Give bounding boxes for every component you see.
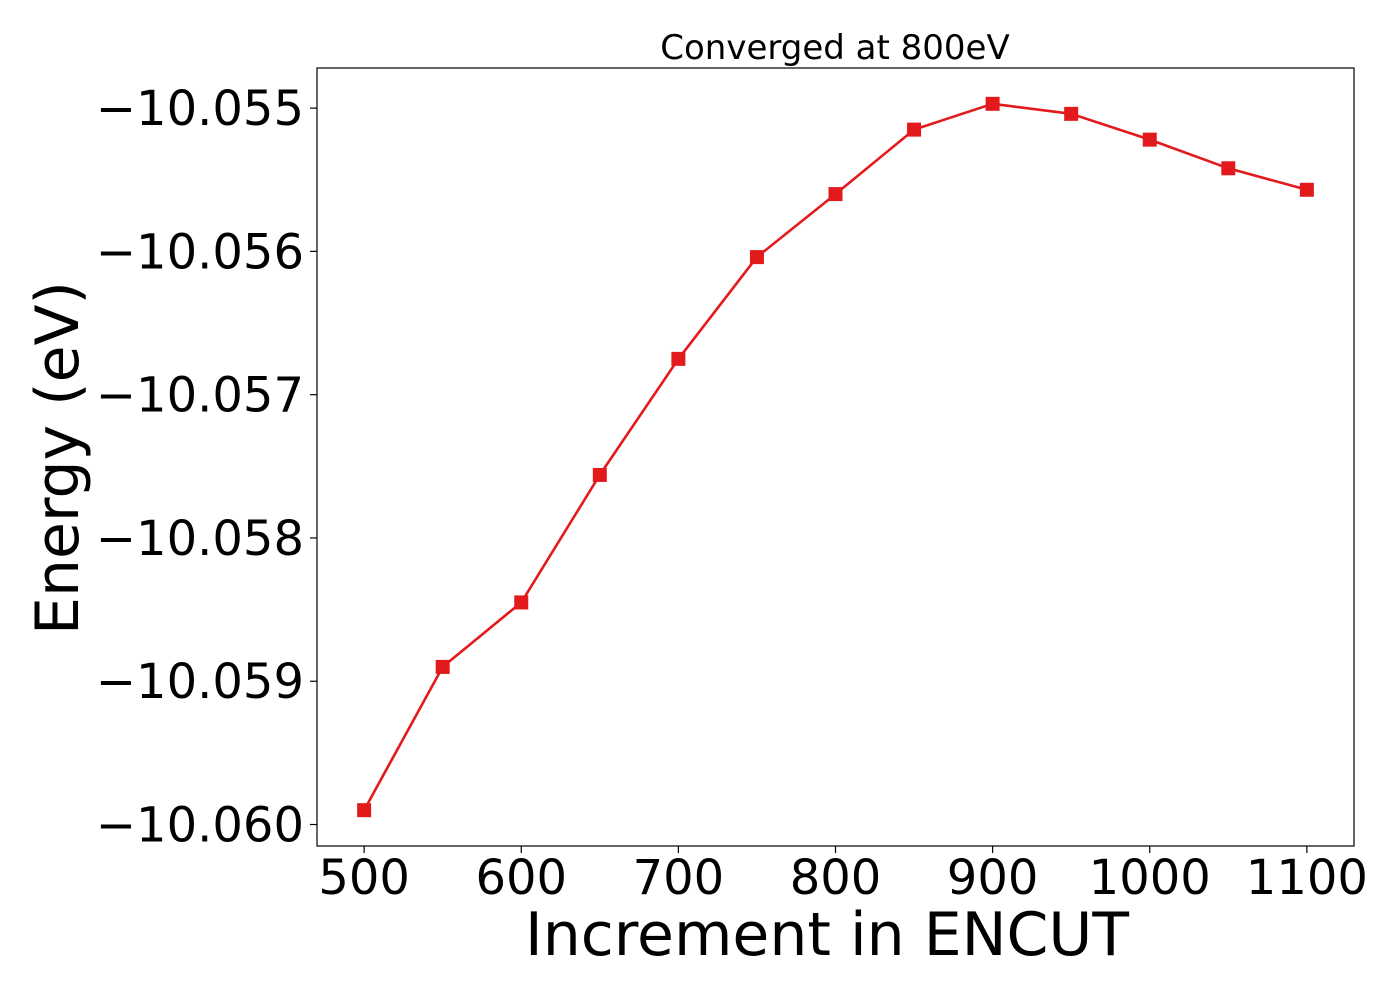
data-point-marker	[985, 96, 1000, 111]
y-tick-label: −10.059	[96, 654, 304, 710]
data-point-marker	[671, 351, 686, 366]
x-tick-label: 500	[318, 850, 410, 906]
x-tick-label: 900	[947, 850, 1039, 906]
chart-title: Converged at 800eV	[660, 28, 1009, 68]
data-point-marker	[357, 803, 372, 818]
data-point-marker	[1064, 106, 1079, 121]
x-tick-label: 1100	[1246, 850, 1368, 906]
data-point-marker	[1299, 182, 1314, 197]
series-layer	[357, 96, 1314, 818]
y-tick-label: −10.057	[96, 368, 304, 424]
data-point-marker	[592, 467, 607, 482]
data-point-marker	[435, 659, 450, 674]
x-axis: 500 600 700 800 900 1000 1100	[318, 846, 1368, 906]
y-tick-label: −10.060	[96, 798, 304, 854]
y-axis-label: Energy (eV)	[23, 281, 93, 635]
x-tick-label: 800	[790, 850, 882, 906]
y-axis: −10.055 −10.056 −10.057 −10.058 −10.059 −10.0…	[96, 81, 317, 854]
data-point-marker	[1142, 132, 1157, 147]
data-point-marker	[514, 595, 529, 610]
x-tick-label: 600	[475, 850, 567, 906]
data-point-marker	[1221, 161, 1236, 176]
series-line	[362, 102, 1308, 811]
y-tick-label: −10.056	[96, 224, 304, 280]
plot-area	[316, 67, 1355, 847]
data-point-marker	[749, 250, 764, 265]
x-tick-label: 700	[633, 850, 725, 906]
data-point-marker	[828, 187, 843, 202]
y-tick-label: −10.055	[96, 81, 304, 137]
x-tick-label: 1000	[1089, 850, 1211, 906]
x-axis-label: Increment in ENCUT	[525, 900, 1129, 970]
y-tick-label: −10.058	[96, 511, 304, 567]
data-point-marker	[907, 122, 922, 137]
